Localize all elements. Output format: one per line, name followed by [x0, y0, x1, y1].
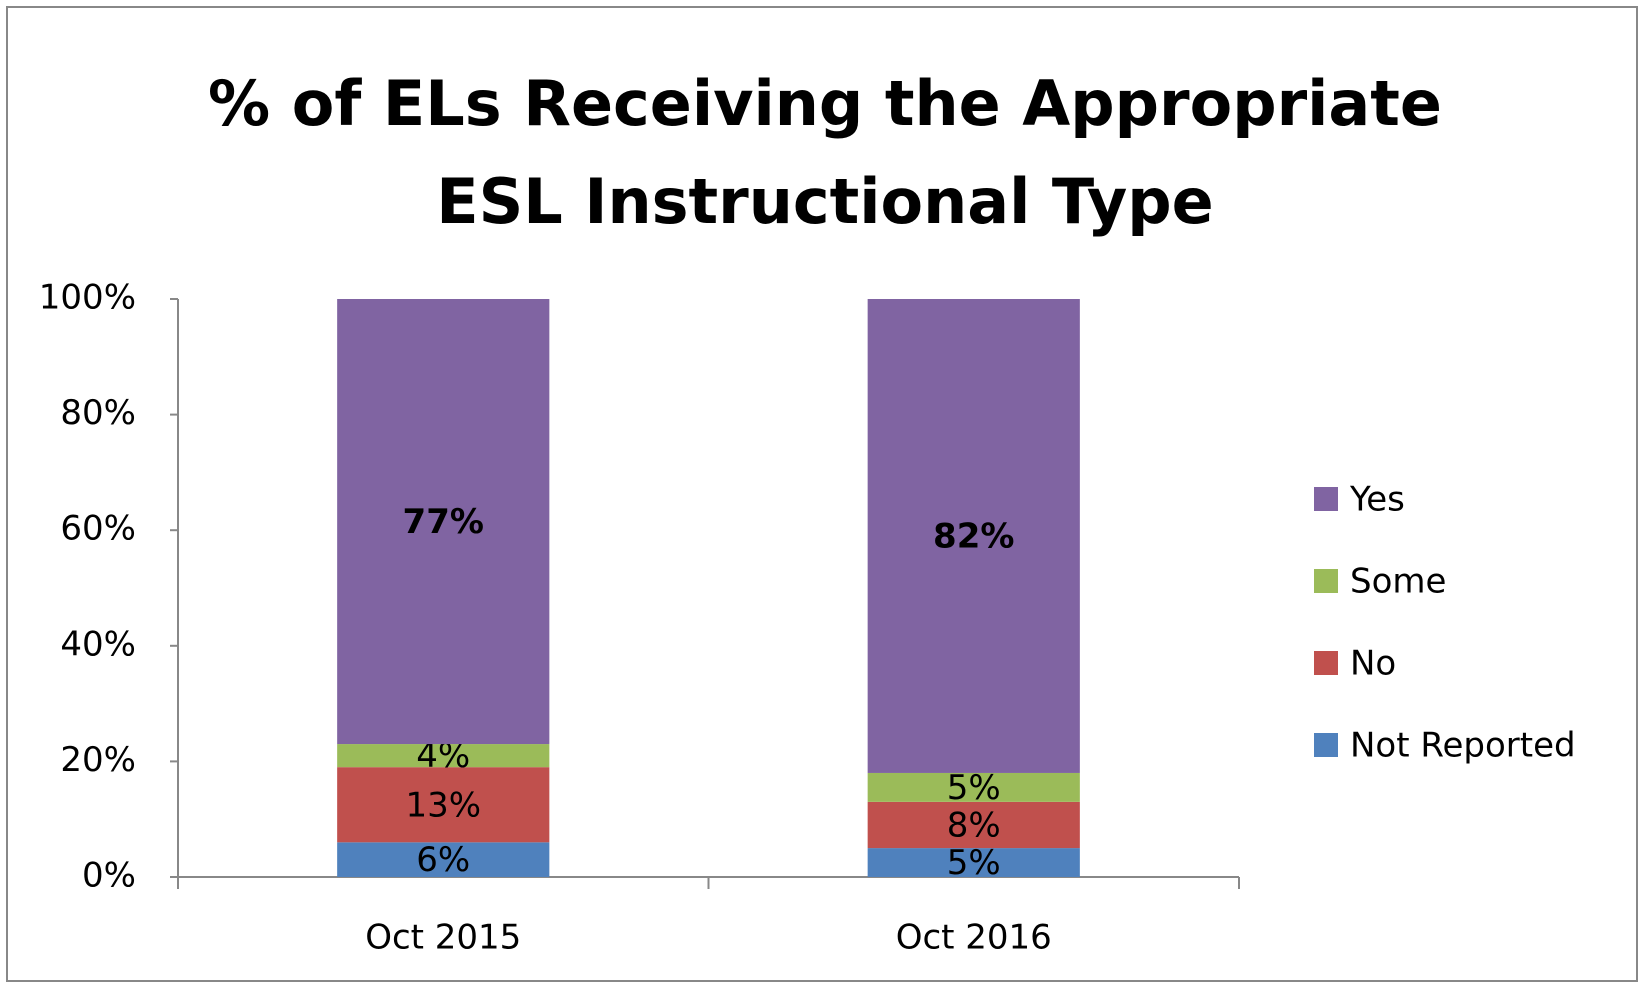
data-label: 13% — [405, 785, 481, 825]
chart-frame — [6, 6, 1638, 982]
legend-label: Not Reported — [1350, 726, 1576, 766]
bar-segment — [867, 772, 1080, 802]
legend-swatch — [1314, 487, 1338, 511]
y-tick-label: 80% — [60, 393, 136, 433]
data-label: 6% — [416, 840, 470, 880]
x-tick-label: Oct 2016 — [896, 918, 1052, 958]
bar-segment — [867, 299, 1080, 773]
data-label: 8% — [947, 805, 1001, 845]
bar-segment — [337, 842, 550, 877]
data-label: 5% — [947, 843, 1001, 883]
bar-segment — [337, 767, 550, 843]
bar-segment — [337, 299, 550, 745]
y-tick-label: 100% — [39, 278, 136, 318]
bar-segment — [867, 801, 1080, 849]
data-label: 82% — [933, 516, 1014, 556]
chart-title: % of ELs Receiving the Appropriate ESL I… — [208, 67, 1442, 238]
bar-segment — [867, 848, 1080, 877]
legend-label: Yes — [1349, 480, 1405, 520]
data-label: 5% — [947, 768, 1001, 808]
legend-label: Some — [1350, 562, 1446, 602]
y-tick-label: 40% — [60, 624, 136, 664]
data-label: 77% — [403, 502, 484, 542]
bar-segment — [337, 744, 550, 768]
x-tick-label: Oct 2015 — [365, 918, 521, 958]
legend-swatch — [1314, 569, 1338, 593]
legend-label: No — [1350, 644, 1396, 684]
y-tick-label: 20% — [60, 740, 136, 780]
legend-swatch — [1314, 733, 1338, 757]
legend-swatch — [1314, 651, 1338, 675]
y-tick-label: 0% — [82, 856, 136, 896]
y-tick-label: 60% — [60, 509, 136, 549]
